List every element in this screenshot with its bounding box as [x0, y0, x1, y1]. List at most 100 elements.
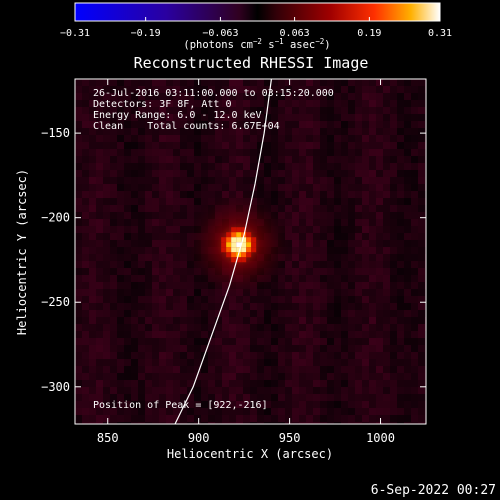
heatmap-cell [215, 401, 222, 408]
heatmap-cell [131, 163, 138, 170]
heatmap-cell [152, 198, 159, 205]
heatmap-cell [166, 282, 173, 289]
heatmap-cell [313, 142, 320, 149]
heatmap-cell [117, 408, 124, 415]
heatmap-cell [229, 422, 236, 424]
heatmap-cell [250, 408, 257, 415]
heatmap-cell [194, 170, 201, 177]
heatmap-cell [362, 226, 369, 233]
heatmap-cell [348, 359, 355, 366]
heatmap-cell [131, 86, 138, 93]
heatmap-cell [159, 163, 166, 170]
heatmap-cell [103, 219, 110, 226]
heatmap-cell [418, 324, 425, 331]
heatmap-cell [334, 212, 341, 219]
heatmap-cell [222, 331, 229, 338]
heatmap-cell [320, 100, 327, 107]
heatmap-cell [117, 135, 124, 142]
heatmap-cell [376, 261, 383, 268]
heatmap-cell [362, 107, 369, 114]
heatmap-cell [257, 401, 264, 408]
heatmap-cell [257, 415, 264, 422]
heatmap-cell [327, 408, 334, 415]
heatmap-cell [166, 212, 173, 219]
heatmap-cell [348, 380, 355, 387]
heatmap-cell [131, 233, 138, 240]
heatmap-cell [390, 303, 397, 310]
heatmap-cell [201, 86, 208, 93]
heatmap-cell [180, 359, 187, 366]
heatmap-cell [285, 324, 292, 331]
heatmap-cell [145, 338, 152, 345]
heatmap-cell [166, 261, 173, 268]
heatmap-cell [390, 121, 397, 128]
heatmap-cell [89, 93, 96, 100]
heatmap-cell [341, 198, 348, 205]
heatmap-cell [145, 233, 152, 240]
heatmap-cell [313, 401, 320, 408]
heatmap-cell [110, 338, 117, 345]
heatmap-cell [103, 184, 110, 191]
heatmap-cell [236, 373, 243, 380]
heatmap-cell [341, 254, 348, 261]
heatmap-cell [187, 338, 194, 345]
heatmap-cell [341, 394, 348, 401]
heatmap-cell [166, 240, 173, 247]
heatmap-cell [376, 191, 383, 198]
heatmap-cell [376, 352, 383, 359]
heatmap-cell [229, 324, 236, 331]
solar-limb-curve [174, 79, 273, 424]
heatmap-cell [229, 128, 236, 135]
colorbar-unit-label: (photons cm−2 s−1 asec−2) [183, 37, 330, 51]
heatmap-cell [383, 177, 390, 184]
heatmap-cell [145, 331, 152, 338]
heatmap-cell [250, 170, 257, 177]
heatmap-cell [390, 86, 397, 93]
heatmap-cell [82, 198, 89, 205]
heatmap-cell [208, 156, 215, 163]
heatmap-cell [369, 282, 376, 289]
heatmap-cell [159, 296, 166, 303]
heatmap-cell [96, 338, 103, 345]
heatmap-cell [110, 373, 117, 380]
heatmap-cell [348, 282, 355, 289]
heatmap-cell [306, 79, 313, 86]
heatmap-cell [397, 317, 404, 324]
heatmap-cell [383, 142, 390, 149]
heatmap-cell [383, 359, 390, 366]
heatmap-cell [327, 212, 334, 219]
heatmap-cell [131, 268, 138, 275]
heatmap-cell [327, 156, 334, 163]
heatmap-cell [166, 177, 173, 184]
heatmap-cell [124, 373, 131, 380]
heatmap-cell [159, 408, 166, 415]
heatmap-cell [180, 289, 187, 296]
heatmap-cell [285, 317, 292, 324]
heatmap-cell [124, 163, 131, 170]
heatmap-cell [75, 415, 82, 422]
heatmap-cell [278, 380, 285, 387]
heatmap-cell [397, 114, 404, 121]
heatmap-cell [390, 79, 397, 86]
heatmap-cell [208, 107, 215, 114]
heatmap-cell [110, 240, 117, 247]
heatmap-cell [264, 324, 271, 331]
heatmap-cell [124, 170, 131, 177]
heatmap-cell [117, 121, 124, 128]
heatmap-cell [180, 366, 187, 373]
heatmap-cell [334, 268, 341, 275]
heatmap-cell [110, 317, 117, 324]
heatmap-cell [89, 128, 96, 135]
heatmap-cell [236, 184, 243, 191]
heatmap-cell [327, 310, 334, 317]
heatmap-cell [82, 247, 89, 254]
heatmap-cell [411, 387, 418, 394]
source-pixel [251, 247, 257, 253]
heatmap-cell [376, 121, 383, 128]
heatmap-cell [82, 359, 89, 366]
heatmap-cell [103, 408, 110, 415]
heatmap-cell [103, 170, 110, 177]
heatmap-cell [180, 275, 187, 282]
heatmap-cell [299, 345, 306, 352]
heatmap-cell [411, 345, 418, 352]
